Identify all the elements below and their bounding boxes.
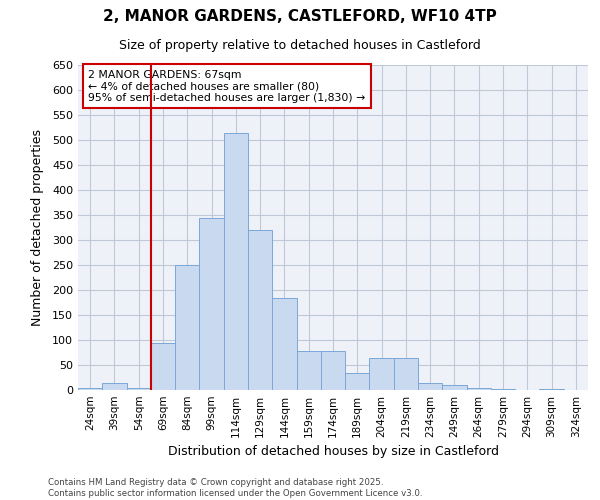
Bar [442,385,467,390]
Text: Contains HM Land Registry data © Crown copyright and database right 2025.
Contai: Contains HM Land Registry data © Crown c… [48,478,422,498]
X-axis label: Distribution of detached houses by size in Castleford: Distribution of detached houses by size … [167,446,499,458]
Bar [78,388,102,390]
Bar [370,358,394,390]
Bar [467,388,491,390]
Bar [127,388,151,390]
Bar [272,298,296,390]
Bar [321,351,345,390]
Bar [296,351,321,390]
Text: Size of property relative to detached houses in Castleford: Size of property relative to detached ho… [119,39,481,52]
Bar [394,358,418,390]
Bar [199,218,224,390]
Y-axis label: Number of detached properties: Number of detached properties [31,129,44,326]
Bar [491,388,515,390]
Bar [539,389,564,390]
Bar [345,372,370,390]
Text: 2 MANOR GARDENS: 67sqm
← 4% of detached houses are smaller (80)
95% of semi-deta: 2 MANOR GARDENS: 67sqm ← 4% of detached … [88,70,365,103]
Bar [224,132,248,390]
Bar [151,342,175,390]
Bar [248,230,272,390]
Bar [418,382,442,390]
Bar [102,382,127,390]
Text: 2, MANOR GARDENS, CASTLEFORD, WF10 4TP: 2, MANOR GARDENS, CASTLEFORD, WF10 4TP [103,9,497,24]
Bar [175,265,199,390]
